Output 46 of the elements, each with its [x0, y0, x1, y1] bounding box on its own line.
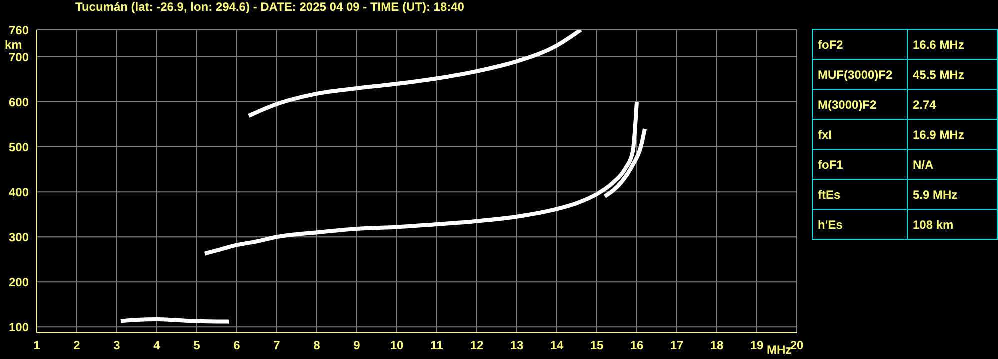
x-tick-label: 20	[790, 338, 804, 353]
text: foF1	[812, 150, 908, 180]
x-tick-label: 15	[590, 338, 604, 353]
y-tick-label: 100	[8, 320, 30, 334]
y-tick-label: 200	[8, 275, 30, 290]
x-tick-label: 9	[354, 338, 361, 353]
x-tick-label: 14	[550, 338, 564, 353]
x-tick-label: 18	[710, 338, 724, 353]
x-tick-label: 5	[194, 338, 201, 353]
text: 45.5 MHz	[908, 60, 998, 90]
text: N/A	[908, 150, 998, 180]
y-tick-label: 700	[8, 50, 30, 64]
x-tick-label: 7	[274, 338, 281, 353]
x-tick-label: 1	[34, 338, 41, 353]
x-tick-label: 4	[154, 338, 161, 353]
x-tick-label: 10	[390, 338, 404, 353]
text: foF2	[812, 30, 908, 60]
x-tick-label: 3	[114, 338, 121, 353]
text: 108 km	[908, 210, 998, 240]
x-tick-label: 11	[430, 338, 444, 353]
text: h'Es	[812, 210, 908, 240]
chart-title: Tucumán (lat: -26.9, lon: 294.6) - DATE: 2025 04 09 - TIME (UT): 18:40	[74, 0, 466, 14]
text: 5.9 MHz	[908, 180, 998, 210]
x-tick-label: 8	[314, 338, 321, 353]
y-tick-label: 500	[8, 140, 30, 154]
x-tick-label: 6	[234, 338, 241, 353]
x-tick-label: 19	[750, 338, 764, 353]
text: M(3000)F2	[812, 90, 908, 120]
text: 2.74	[908, 90, 998, 120]
x-tick-label: 16	[630, 338, 644, 353]
x-axis-title: MHz	[767, 343, 792, 357]
x-tick-label: 12	[470, 338, 484, 353]
text: MUF(3000)F2	[812, 60, 908, 90]
y-tick-label: 600	[8, 95, 30, 110]
line-series	[247, 30, 583, 118]
text: ftEs	[812, 180, 908, 210]
text: fxI	[812, 120, 908, 150]
y-tick-label: 300	[8, 230, 30, 244]
x-tick-label: 17	[670, 338, 684, 353]
x-tick-label: 13	[510, 338, 524, 353]
x-tick-label: 2	[74, 338, 81, 353]
y-tick-label: 400	[8, 185, 30, 200]
y-tick-label: 760	[8, 23, 30, 38]
y-axis-title: km	[5, 38, 22, 52]
text: 16.9 MHz	[908, 120, 998, 150]
text: 16.6 MHz	[908, 30, 998, 60]
